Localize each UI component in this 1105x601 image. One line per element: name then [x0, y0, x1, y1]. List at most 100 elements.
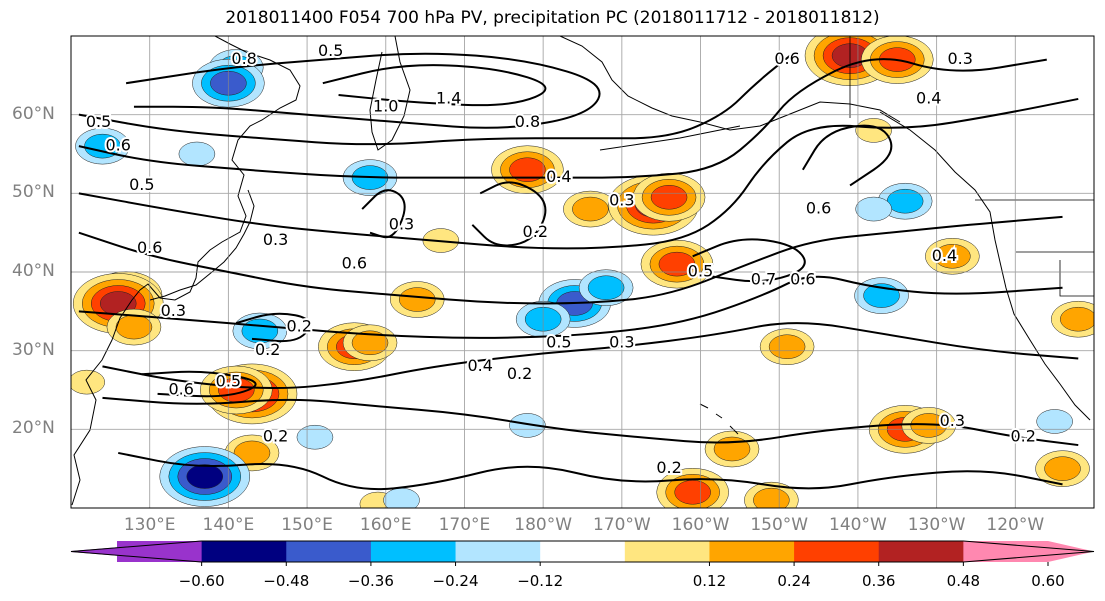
pv-contours	[78, 50, 1079, 491]
lon-label: 170°W	[592, 515, 651, 535]
lon-label: 160°W	[671, 515, 730, 535]
precip-positive-area	[855, 118, 892, 143]
precip-positive-area	[572, 196, 609, 222]
contour-label: 0.3	[263, 230, 288, 249]
contour-label: 0.6	[806, 199, 831, 218]
colorbar-tick-label: −0.60	[178, 572, 225, 590]
pv-contour-line	[471, 181, 547, 247]
precip-negative-area	[886, 188, 924, 214]
precip-positive-area	[753, 487, 790, 508]
contour-label: 1.0	[373, 96, 398, 115]
lat-label: 60°N	[12, 103, 55, 124]
contour-label: 0.6	[137, 238, 162, 257]
colorbar-segment	[540, 541, 626, 562]
japan-coastline	[149, 189, 255, 301]
lon-label: 160°E	[359, 515, 412, 535]
colorbar-segment	[878, 541, 964, 562]
contour-label: 0.4	[932, 246, 957, 265]
contour-label: 0.2	[656, 458, 681, 477]
colorbar-segment	[370, 541, 457, 562]
precip-positive-area	[1060, 306, 1094, 332]
pv-contour-line	[102, 396, 1079, 447]
precip-negative-area	[84, 133, 121, 159]
contour-label: 0.6	[105, 136, 130, 155]
contour-label: 0.3	[161, 301, 186, 320]
contour-label: 0.7	[751, 269, 776, 288]
lon-label: 120°W	[986, 515, 1045, 535]
colorbar-segment	[286, 541, 372, 562]
precip-positive-area	[509, 157, 546, 182]
map-title: 2018011400 F054 700 hPa PV, precipitatio…	[225, 8, 880, 28]
contour-label: 0.5	[546, 332, 571, 351]
contour-label: 0.8	[515, 112, 540, 131]
asia-coastline	[71, 36, 301, 506]
lat-label: 40°N	[12, 261, 55, 281]
precip-negative-area	[383, 487, 420, 508]
precip-negative-area	[178, 141, 216, 167]
colorbar-tick-label: −0.24	[432, 572, 479, 590]
precip-positive-area	[398, 287, 436, 312]
pv-contour-line	[322, 64, 547, 107]
precip-positive-area	[1044, 456, 1081, 481]
contour-label: 1.4	[436, 88, 461, 107]
pv-contour-line	[78, 275, 1063, 339]
precip-positive-area	[351, 330, 389, 356]
lon-label: 150°W	[750, 515, 809, 535]
pv-contour-line	[78, 50, 796, 146]
lon-label: 140°W	[829, 515, 887, 535]
colorbar-segment	[794, 541, 880, 562]
colorbar-segment	[201, 541, 287, 562]
colorbar-segment	[455, 541, 541, 562]
contour-label: 0.5	[688, 262, 713, 281]
lat-label: 30°N	[12, 339, 55, 360]
precip-positive-area	[115, 314, 153, 340]
contour-label: 0.5	[129, 175, 154, 194]
colorbar-tick-label: 0.36	[862, 572, 896, 590]
precip-negative-area	[509, 413, 546, 438]
na-coastline	[879, 111, 1091, 421]
pv-contour-labels: 0.5 0.8 0.5 1.4 1.0 0.8 0.6 0.3 0.4 0.6 0.5 0.6 0.3 0…	[84, 39, 1038, 479]
canada-border	[849, 36, 1094, 297]
contour-label: 0.4	[467, 356, 492, 375]
contour-label: 0.2	[1010, 427, 1035, 446]
lon-label: 180°W	[514, 515, 573, 535]
contour-label: 0.3	[609, 191, 634, 210]
pv-contour-line	[361, 189, 406, 239]
precip-negative-area	[186, 464, 224, 489]
contour-label: 0.5	[86, 112, 111, 131]
precip-negative-area	[1036, 409, 1073, 434]
lon-label: 130°W	[907, 515, 966, 535]
lat-label: 20°N	[12, 418, 55, 439]
hawaii-islands	[699, 403, 739, 435]
pv-contour-line	[125, 52, 601, 129]
precip-positive-area	[674, 480, 711, 505]
alaska-coastline	[559, 36, 901, 131]
colorbar	[70, 540, 1095, 566]
pv-contour-line	[118, 451, 1063, 491]
colorbar-tick-label: 0.48	[946, 572, 981, 590]
contour-label: 0.4	[916, 88, 941, 107]
pv-contour-line	[78, 58, 1047, 179]
contour-label: 0.6	[342, 254, 367, 273]
precip-negative-area	[587, 275, 625, 300]
coastlines	[71, 36, 1094, 506]
precip-positive-area	[934, 244, 971, 269]
colorbar-segment	[709, 541, 795, 562]
lon-label: 140°E	[202, 515, 255, 535]
pv-contour-line	[801, 124, 893, 187]
contour-label: 0.2	[286, 317, 311, 336]
contour-label: 0.8	[231, 49, 256, 68]
map-frame	[70, 35, 1095, 509]
colorbar-tick-label: 0.12	[692, 572, 727, 590]
precip-positive-area	[650, 185, 688, 210]
colorbar-segment	[624, 541, 710, 562]
lon-label: 150°E	[281, 515, 333, 535]
pv-contour-line	[78, 215, 1063, 305]
contour-label: 0.3	[947, 49, 972, 68]
colorbar-tick-label: −0.36	[347, 572, 394, 590]
colorbar-tick-label: 0.24	[777, 572, 811, 590]
precip-positive-area	[71, 369, 105, 395]
precip-negative-area	[296, 424, 334, 450]
lon-label: 130°E	[123, 515, 176, 535]
contour-label: 0.2	[523, 222, 548, 241]
